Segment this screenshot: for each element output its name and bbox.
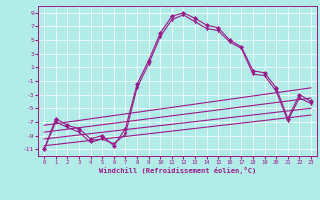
X-axis label: Windchill (Refroidissement éolien,°C): Windchill (Refroidissement éolien,°C): [99, 167, 256, 174]
